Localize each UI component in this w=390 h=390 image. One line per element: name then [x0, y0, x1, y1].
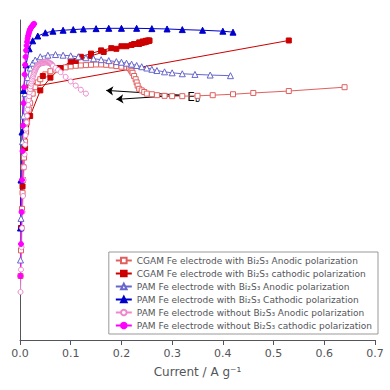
svg-text:0.2: 0.2 — [113, 347, 130, 360]
svg-text:PAM Fe electrode with Bi₂S₃ Ca: PAM Fe electrode with Bi₂S₃ Cathodic pol… — [137, 295, 359, 305]
svg-text:CGAM Fe electrode with Bi₂S₃ A: CGAM Fe electrode with Bi₂S₃ Anodic pola… — [137, 256, 358, 266]
svg-text:Current / A g⁻¹: Current / A g⁻¹ — [154, 365, 242, 379]
svg-text:0.3: 0.3 — [163, 347, 181, 360]
svg-text:0.4: 0.4 — [214, 347, 232, 360]
svg-text:0.5: 0.5 — [265, 347, 283, 360]
svg-text:PAM Fe electrode with Bi₂S₃ An: PAM Fe electrode with Bi₂S₃ Anodic polar… — [137, 282, 350, 292]
svg-text:0.6: 0.6 — [316, 347, 334, 360]
svg-text:E: E — [187, 90, 195, 104]
svg-text:b: b — [194, 95, 200, 105]
svg-text:0.1: 0.1 — [62, 347, 80, 360]
svg-text:0.7: 0.7 — [366, 347, 384, 360]
svg-text:CGAM Fe electrode with Bi₂S₃ c: CGAM Fe electrode with Bi₂S₃ cathodic po… — [137, 269, 366, 279]
svg-text:PAM Fe electrode without Bi₂S₃: PAM Fe electrode without Bi₂S₃ Anodic po… — [137, 308, 364, 318]
svg-text:0.0: 0.0 — [11, 347, 29, 360]
svg-text:PAM Fe electrode without Bi₂S₃: PAM Fe electrode without Bi₂S₃ cathodic … — [137, 321, 372, 331]
